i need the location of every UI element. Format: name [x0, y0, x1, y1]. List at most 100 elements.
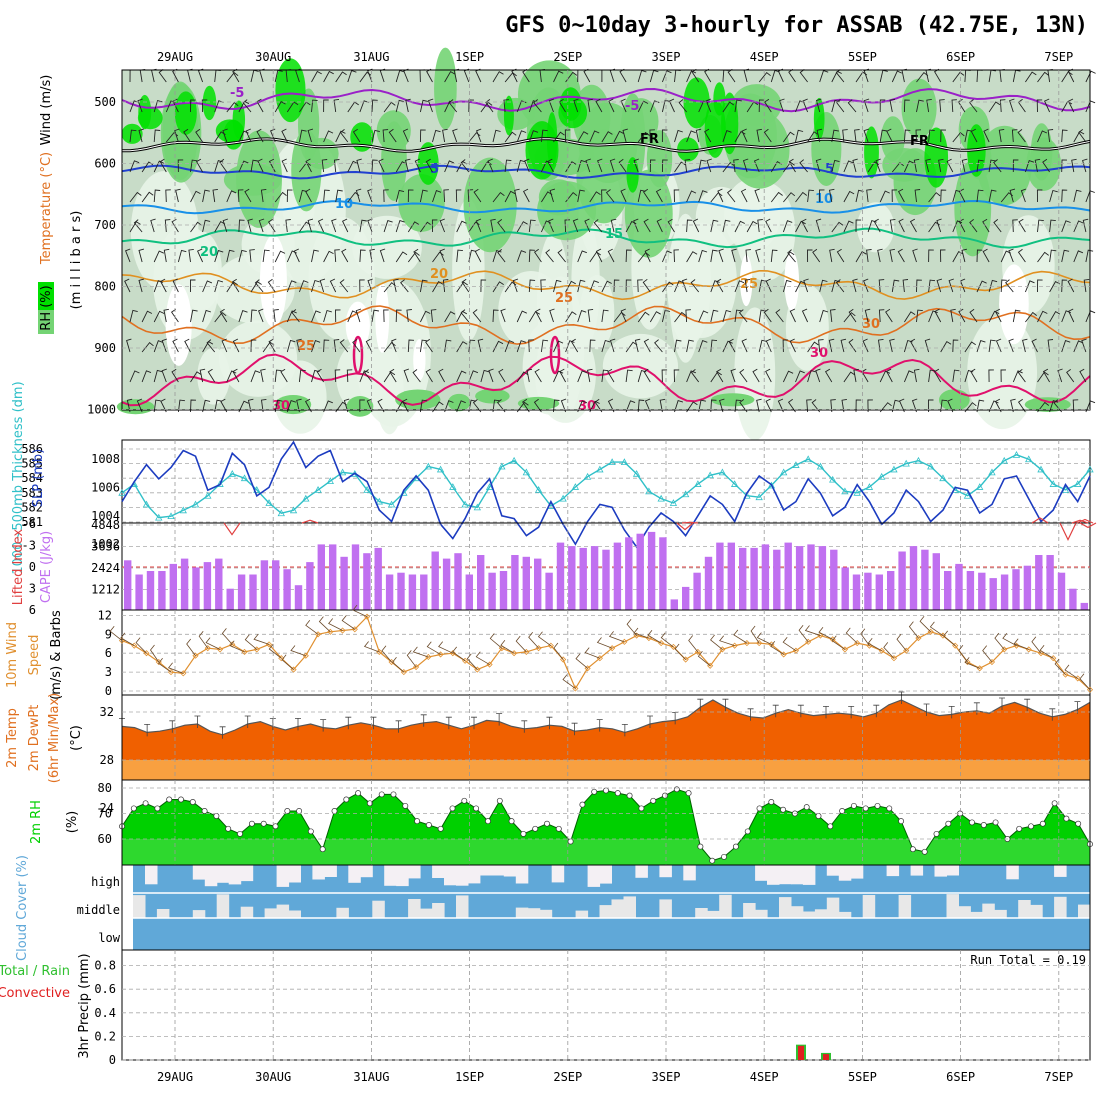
cloud-high-clear	[360, 865, 373, 878]
thickness-point	[571, 483, 580, 490]
rh2m-point	[201, 808, 208, 814]
wind-barb	[238, 310, 248, 323]
wind-barb	[710, 280, 720, 293]
wind-barb	[258, 218, 265, 233]
cloud-middle-clear	[372, 900, 385, 918]
wind-barb	[444, 70, 456, 83]
precip-tick-label: 0.6	[94, 982, 116, 996]
wind-barb	[964, 402, 977, 413]
wind-barb	[661, 70, 672, 83]
rh2m-point	[1039, 820, 1046, 827]
wind-barb	[547, 158, 554, 173]
cloud-high-clear	[659, 865, 672, 878]
wind-barb-10m	[860, 628, 870, 646]
contour-label: -5	[230, 86, 244, 101]
wind-barb	[788, 158, 796, 173]
wind-barb	[516, 221, 528, 233]
cape-bar	[534, 558, 542, 610]
wind-barb	[795, 191, 808, 203]
wind-barb	[886, 368, 893, 383]
lifted-index-dip	[301, 519, 319, 524]
precip-axis-label: 3hr Precip (mm)	[77, 953, 92, 1058]
wind-barb	[807, 189, 814, 203]
wind-barb	[801, 308, 809, 323]
wind-barb	[891, 279, 900, 293]
wind-barb-10m	[929, 621, 944, 636]
wind-barb	[758, 71, 771, 83]
cloud-middle-clear	[336, 907, 349, 918]
wind-speed-point	[216, 646, 224, 653]
wind-barb	[803, 278, 809, 293]
wind-barb-10m	[908, 621, 919, 639]
wind-barb	[818, 339, 824, 353]
rh2m-point	[402, 802, 409, 809]
wind-barb-10m	[596, 637, 613, 649]
wind-barb-10m	[158, 658, 172, 673]
rh-moist-patch	[538, 179, 579, 216]
lifted-tick-label: 6	[29, 603, 36, 617]
wind-barb	[153, 399, 161, 413]
thickness-point	[596, 465, 604, 473]
cloud-middle-clear	[814, 909, 828, 918]
wind-barb	[352, 339, 361, 353]
wind-barb	[704, 128, 712, 143]
wind-barb	[172, 278, 179, 293]
wind-barb	[333, 159, 340, 173]
wind-barb	[613, 130, 625, 143]
wind-barb	[891, 189, 898, 203]
wind-barb	[608, 98, 615, 113]
wind-barb	[432, 129, 441, 143]
wind-barb	[548, 98, 555, 113]
wind-barb	[129, 309, 138, 323]
thickness-point	[314, 486, 322, 493]
wind-barb	[393, 278, 399, 293]
wind-barb	[634, 338, 641, 353]
wind-barb-10m	[466, 653, 478, 670]
wind-barb	[257, 158, 264, 173]
rh2m-point	[331, 808, 338, 814]
wind-barb	[734, 99, 742, 113]
thickness-point	[792, 461, 800, 468]
wind-barb	[589, 400, 600, 413]
wind-barb	[383, 341, 396, 353]
rh-legend-swatch-light	[38, 310, 54, 334]
wind-speed-point	[131, 642, 138, 649]
wind-barb	[359, 249, 366, 263]
wind-barb	[988, 159, 996, 173]
cloud-level-label: low	[98, 931, 120, 945]
wind-barb	[452, 128, 458, 143]
contour-label: 30	[810, 346, 828, 361]
cape-bar	[477, 555, 485, 610]
wind-barb	[153, 369, 163, 383]
rh-dry-patch	[695, 186, 747, 248]
wind-barb	[136, 398, 143, 413]
cape-bar	[1057, 572, 1066, 610]
rh-saturated-patch	[202, 85, 217, 121]
wind-barb	[414, 158, 421, 173]
temp-minmax-bar	[722, 698, 729, 712]
wind-barb	[407, 251, 420, 263]
cape-bar	[317, 544, 325, 610]
wind-barb	[220, 398, 228, 413]
wind-barb	[371, 129, 380, 143]
wind-barb	[407, 189, 414, 203]
pressure-tick-label: 700	[94, 218, 116, 232]
wind-speed-line	[121, 615, 1091, 691]
wind-speed-point	[388, 658, 395, 666]
wind-barb	[961, 248, 967, 263]
cape-bar	[420, 574, 428, 610]
wind-barb	[783, 192, 796, 203]
temp-minmax-bar	[521, 720, 528, 733]
wind-barb	[613, 279, 620, 293]
rh2m-point	[567, 838, 574, 845]
wind-barb	[952, 369, 960, 383]
wind-barb	[307, 128, 314, 143]
rh-clear-patch	[165, 284, 192, 366]
wind-barb	[190, 159, 198, 173]
wind-barb	[219, 158, 228, 173]
temperature-fill	[122, 700, 1090, 760]
wind-barb	[1073, 220, 1084, 233]
wind-barb-10m	[363, 641, 380, 653]
temperature-line	[121, 699, 1091, 736]
